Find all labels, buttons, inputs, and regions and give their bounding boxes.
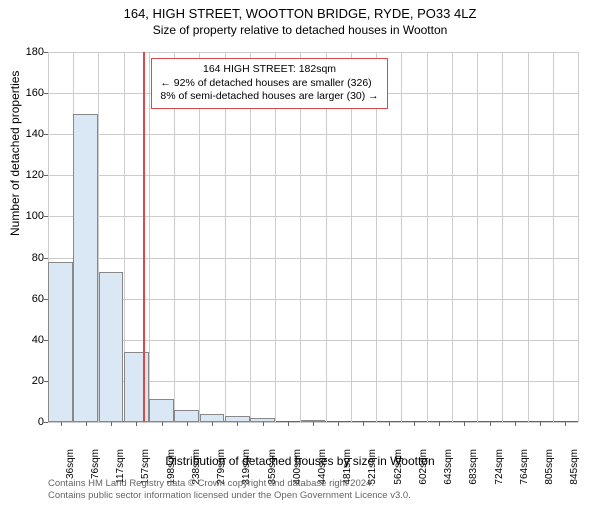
chart-title-sub: Size of property relative to detached ho… bbox=[0, 23, 600, 37]
gridline-h bbox=[48, 299, 578, 300]
histogram-bar bbox=[174, 410, 199, 422]
gridline-v bbox=[401, 52, 402, 422]
x-tick bbox=[86, 422, 87, 426]
x-tick bbox=[565, 422, 566, 426]
chart-plot-area: 02040608010012014016018036sqm76sqm117sqm… bbox=[48, 52, 578, 422]
annotation-title: 164 HIGH STREET: 182sqm bbox=[160, 63, 378, 77]
x-tick bbox=[313, 422, 314, 426]
x-tick bbox=[540, 422, 541, 426]
x-tick bbox=[414, 422, 415, 426]
annotation-line2: 8% of semi-detached houses are larger (3… bbox=[160, 90, 378, 104]
x-axis-title: Distribution of detached houses by size … bbox=[0, 454, 600, 468]
x-tick bbox=[389, 422, 390, 426]
annotation-line1: ← 92% of detached houses are smaller (32… bbox=[160, 77, 378, 91]
y-tick-label: 40 bbox=[18, 334, 44, 346]
x-tick bbox=[338, 422, 339, 426]
x-tick bbox=[363, 422, 364, 426]
x-tick bbox=[111, 422, 112, 426]
x-tick bbox=[162, 422, 163, 426]
gridline-h bbox=[48, 134, 578, 135]
y-tick-label: 0 bbox=[18, 416, 44, 428]
gridline-h bbox=[48, 258, 578, 259]
gridline-h bbox=[48, 52, 578, 53]
histogram-bar bbox=[73, 114, 98, 422]
y-tick-label: 140 bbox=[18, 128, 44, 140]
histogram-bar bbox=[48, 262, 73, 422]
y-tick-label: 60 bbox=[18, 293, 44, 305]
gridline-v bbox=[427, 52, 428, 422]
footer-attribution: Contains HM Land Registry data © Crown c… bbox=[48, 478, 411, 502]
gridline-h bbox=[48, 216, 578, 217]
x-tick bbox=[515, 422, 516, 426]
y-tick-label: 100 bbox=[18, 210, 44, 222]
gridline-v bbox=[502, 52, 503, 422]
y-tick bbox=[44, 422, 48, 423]
histogram-bar bbox=[200, 414, 225, 422]
gridline-v bbox=[452, 52, 453, 422]
x-tick bbox=[439, 422, 440, 426]
chart-title-main: 164, HIGH STREET, WOOTTON BRIDGE, RYDE, … bbox=[0, 6, 600, 21]
histogram-bar bbox=[149, 399, 174, 422]
x-tick bbox=[263, 422, 264, 426]
footer-line2: Contains public sector information licen… bbox=[48, 490, 411, 502]
annotation-box: 164 HIGH STREET: 182sqm← 92% of detached… bbox=[151, 58, 387, 109]
reference-line bbox=[143, 52, 145, 422]
y-tick-label: 20 bbox=[18, 375, 44, 387]
y-tick-label: 80 bbox=[18, 252, 44, 264]
histogram-bar bbox=[99, 272, 124, 422]
gridline-v bbox=[553, 52, 554, 422]
gridline-h bbox=[48, 175, 578, 176]
y-tick-label: 180 bbox=[18, 46, 44, 58]
x-tick bbox=[464, 422, 465, 426]
y-tick-label: 160 bbox=[18, 87, 44, 99]
y-tick-label: 120 bbox=[18, 169, 44, 181]
gridline-h bbox=[48, 340, 578, 341]
x-tick bbox=[490, 422, 491, 426]
footer-line1: Contains HM Land Registry data © Crown c… bbox=[48, 478, 411, 490]
gridline-v bbox=[578, 52, 579, 422]
gridline-v bbox=[477, 52, 478, 422]
x-tick bbox=[237, 422, 238, 426]
x-tick bbox=[212, 422, 213, 426]
gridline-v bbox=[149, 52, 150, 422]
x-tick bbox=[61, 422, 62, 426]
x-tick bbox=[288, 422, 289, 426]
gridline-v bbox=[528, 52, 529, 422]
x-tick bbox=[187, 422, 188, 426]
x-tick bbox=[136, 422, 137, 426]
